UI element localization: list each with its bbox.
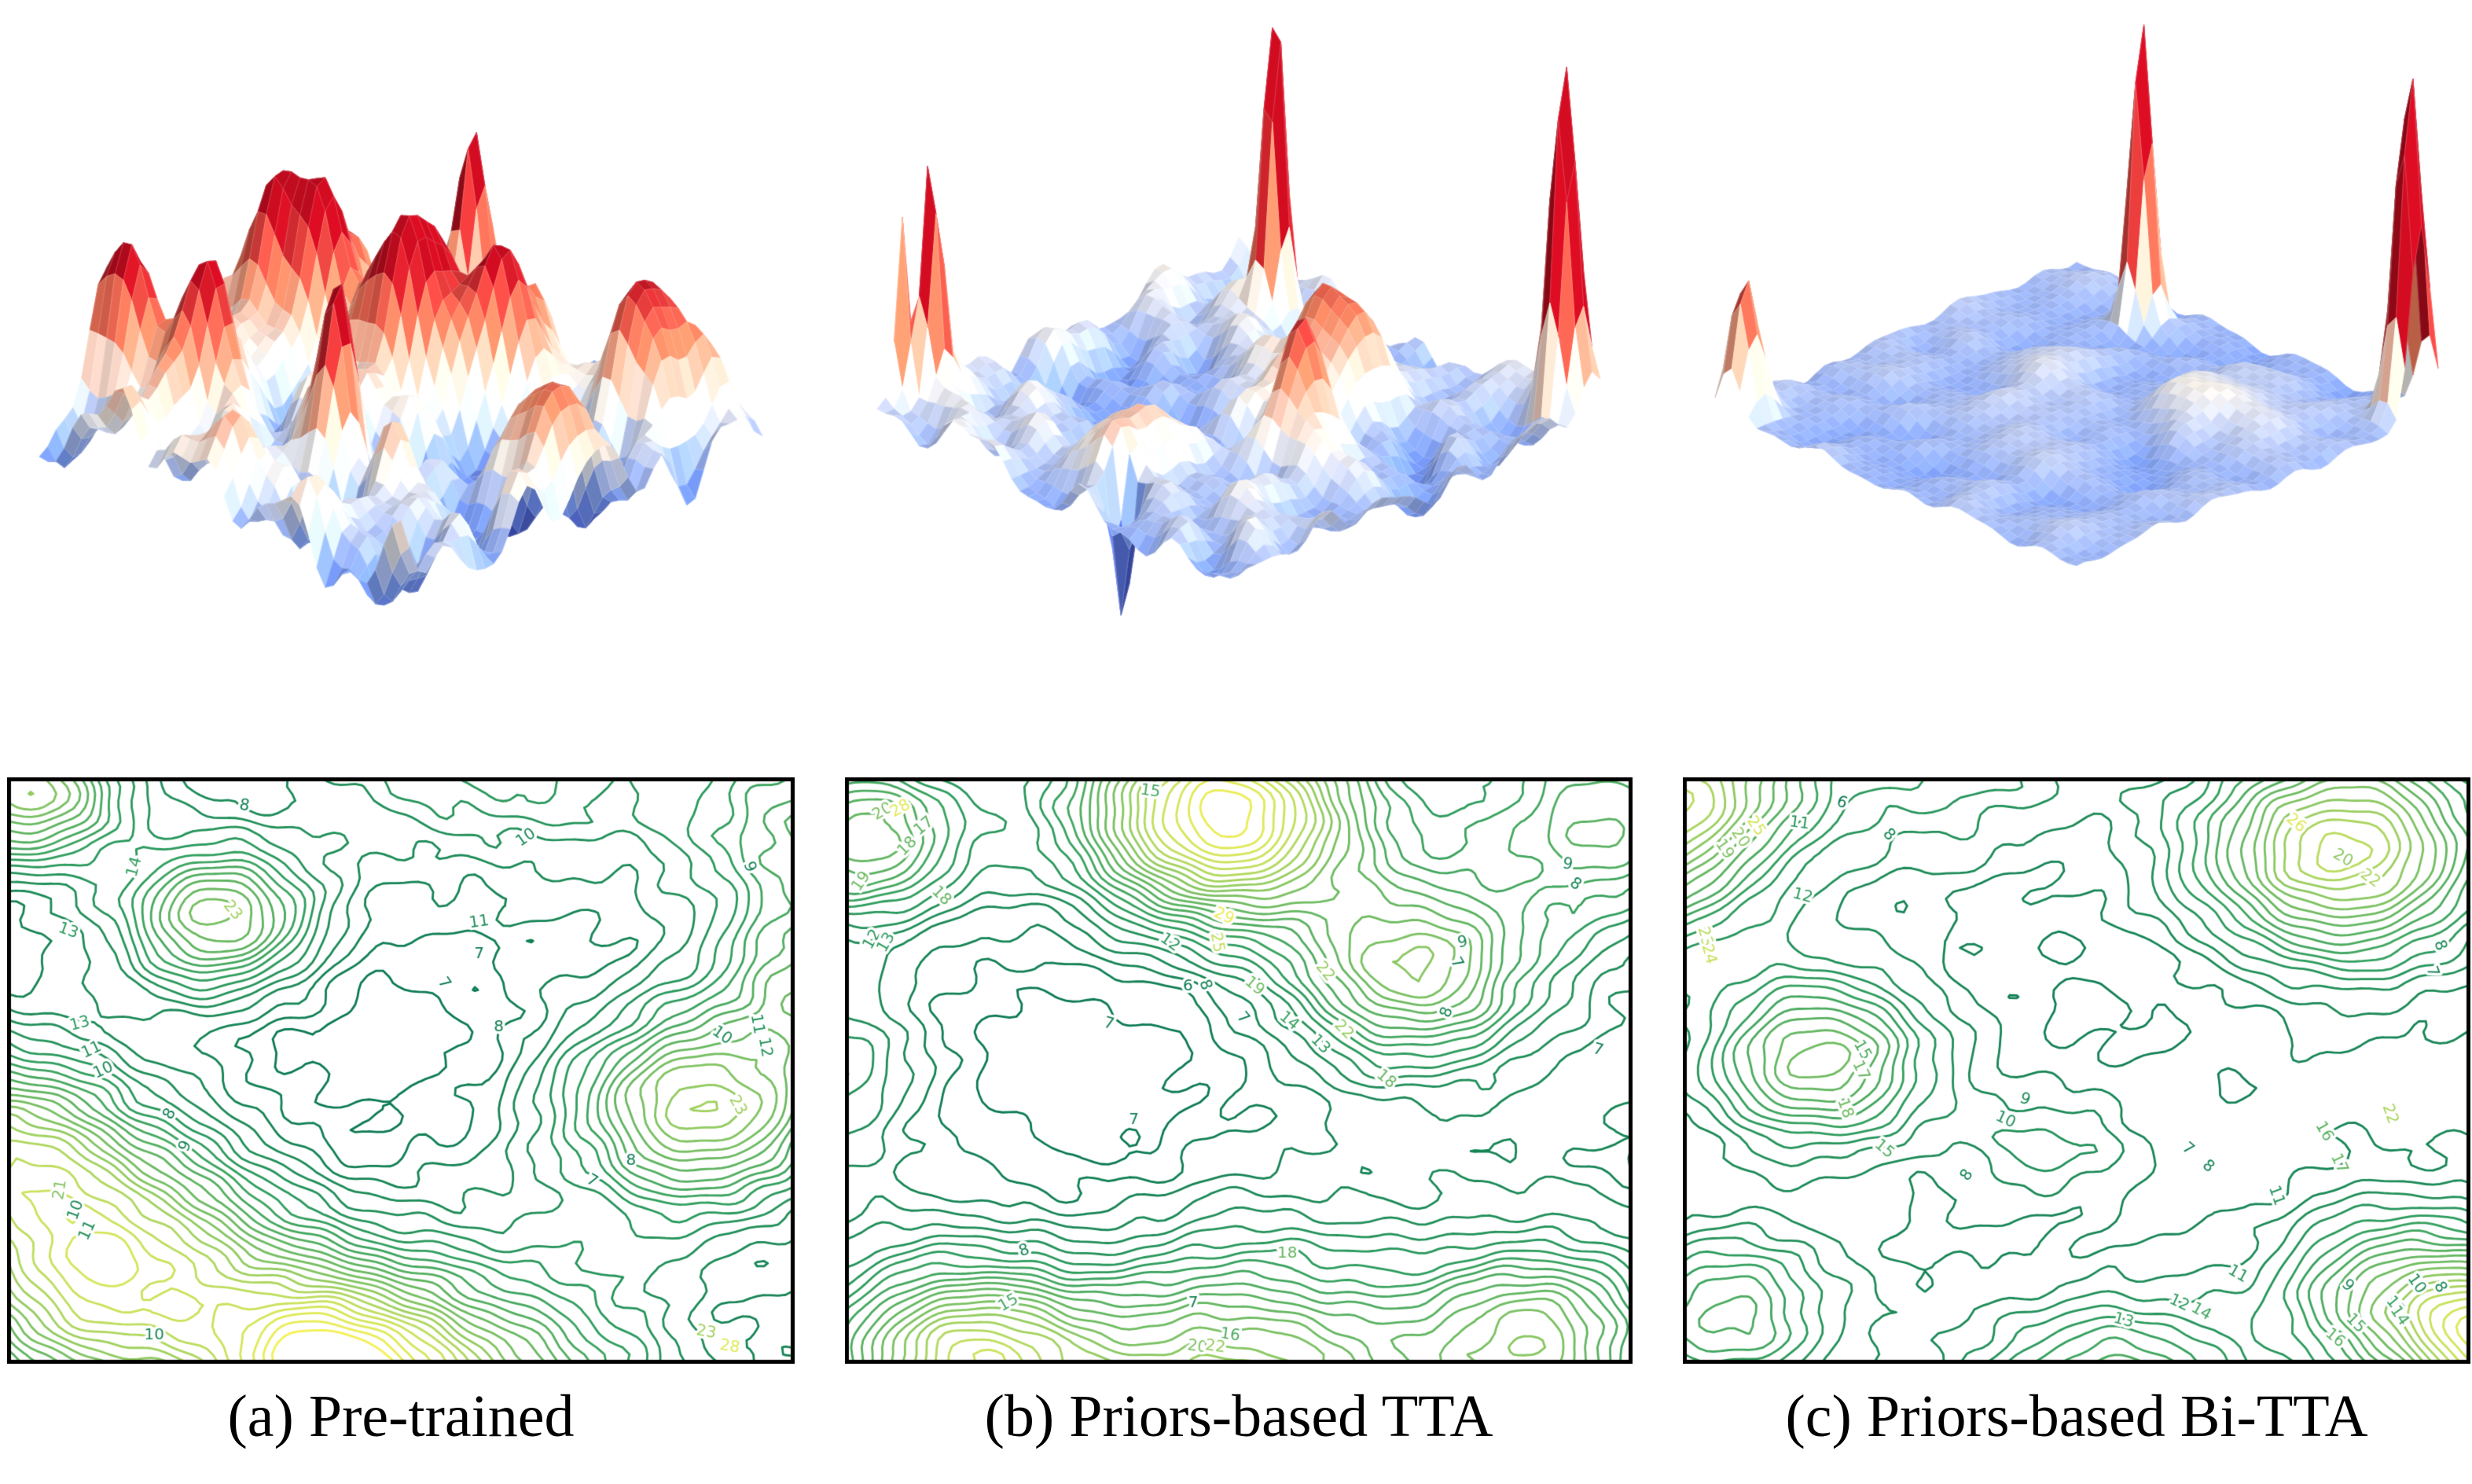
caption-row: (a) Pre-trained (b) Priors-based TTA (c)… [0, 1383, 2472, 1451]
surface-panel-b [845, 0, 1633, 755]
contour-row [0, 777, 2472, 1364]
caption-a: (a) Pre-trained [227, 1383, 575, 1449]
caption-c: (c) Priors-based Bi-TTA [1785, 1383, 2368, 1449]
surface-plot-b [845, 0, 1633, 755]
contour-plot-c [1683, 777, 2470, 1364]
contour-plot-a [7, 777, 795, 1364]
surface-plot-c [1683, 0, 2470, 755]
surface-plot-a [7, 0, 795, 755]
surface-row [7, 0, 2470, 755]
surface-panel-c [1683, 0, 2470, 755]
contour-plot-b [845, 777, 1633, 1364]
surface-panel-a [7, 0, 795, 755]
caption-b: (b) Priors-based TTA [984, 1383, 1493, 1449]
